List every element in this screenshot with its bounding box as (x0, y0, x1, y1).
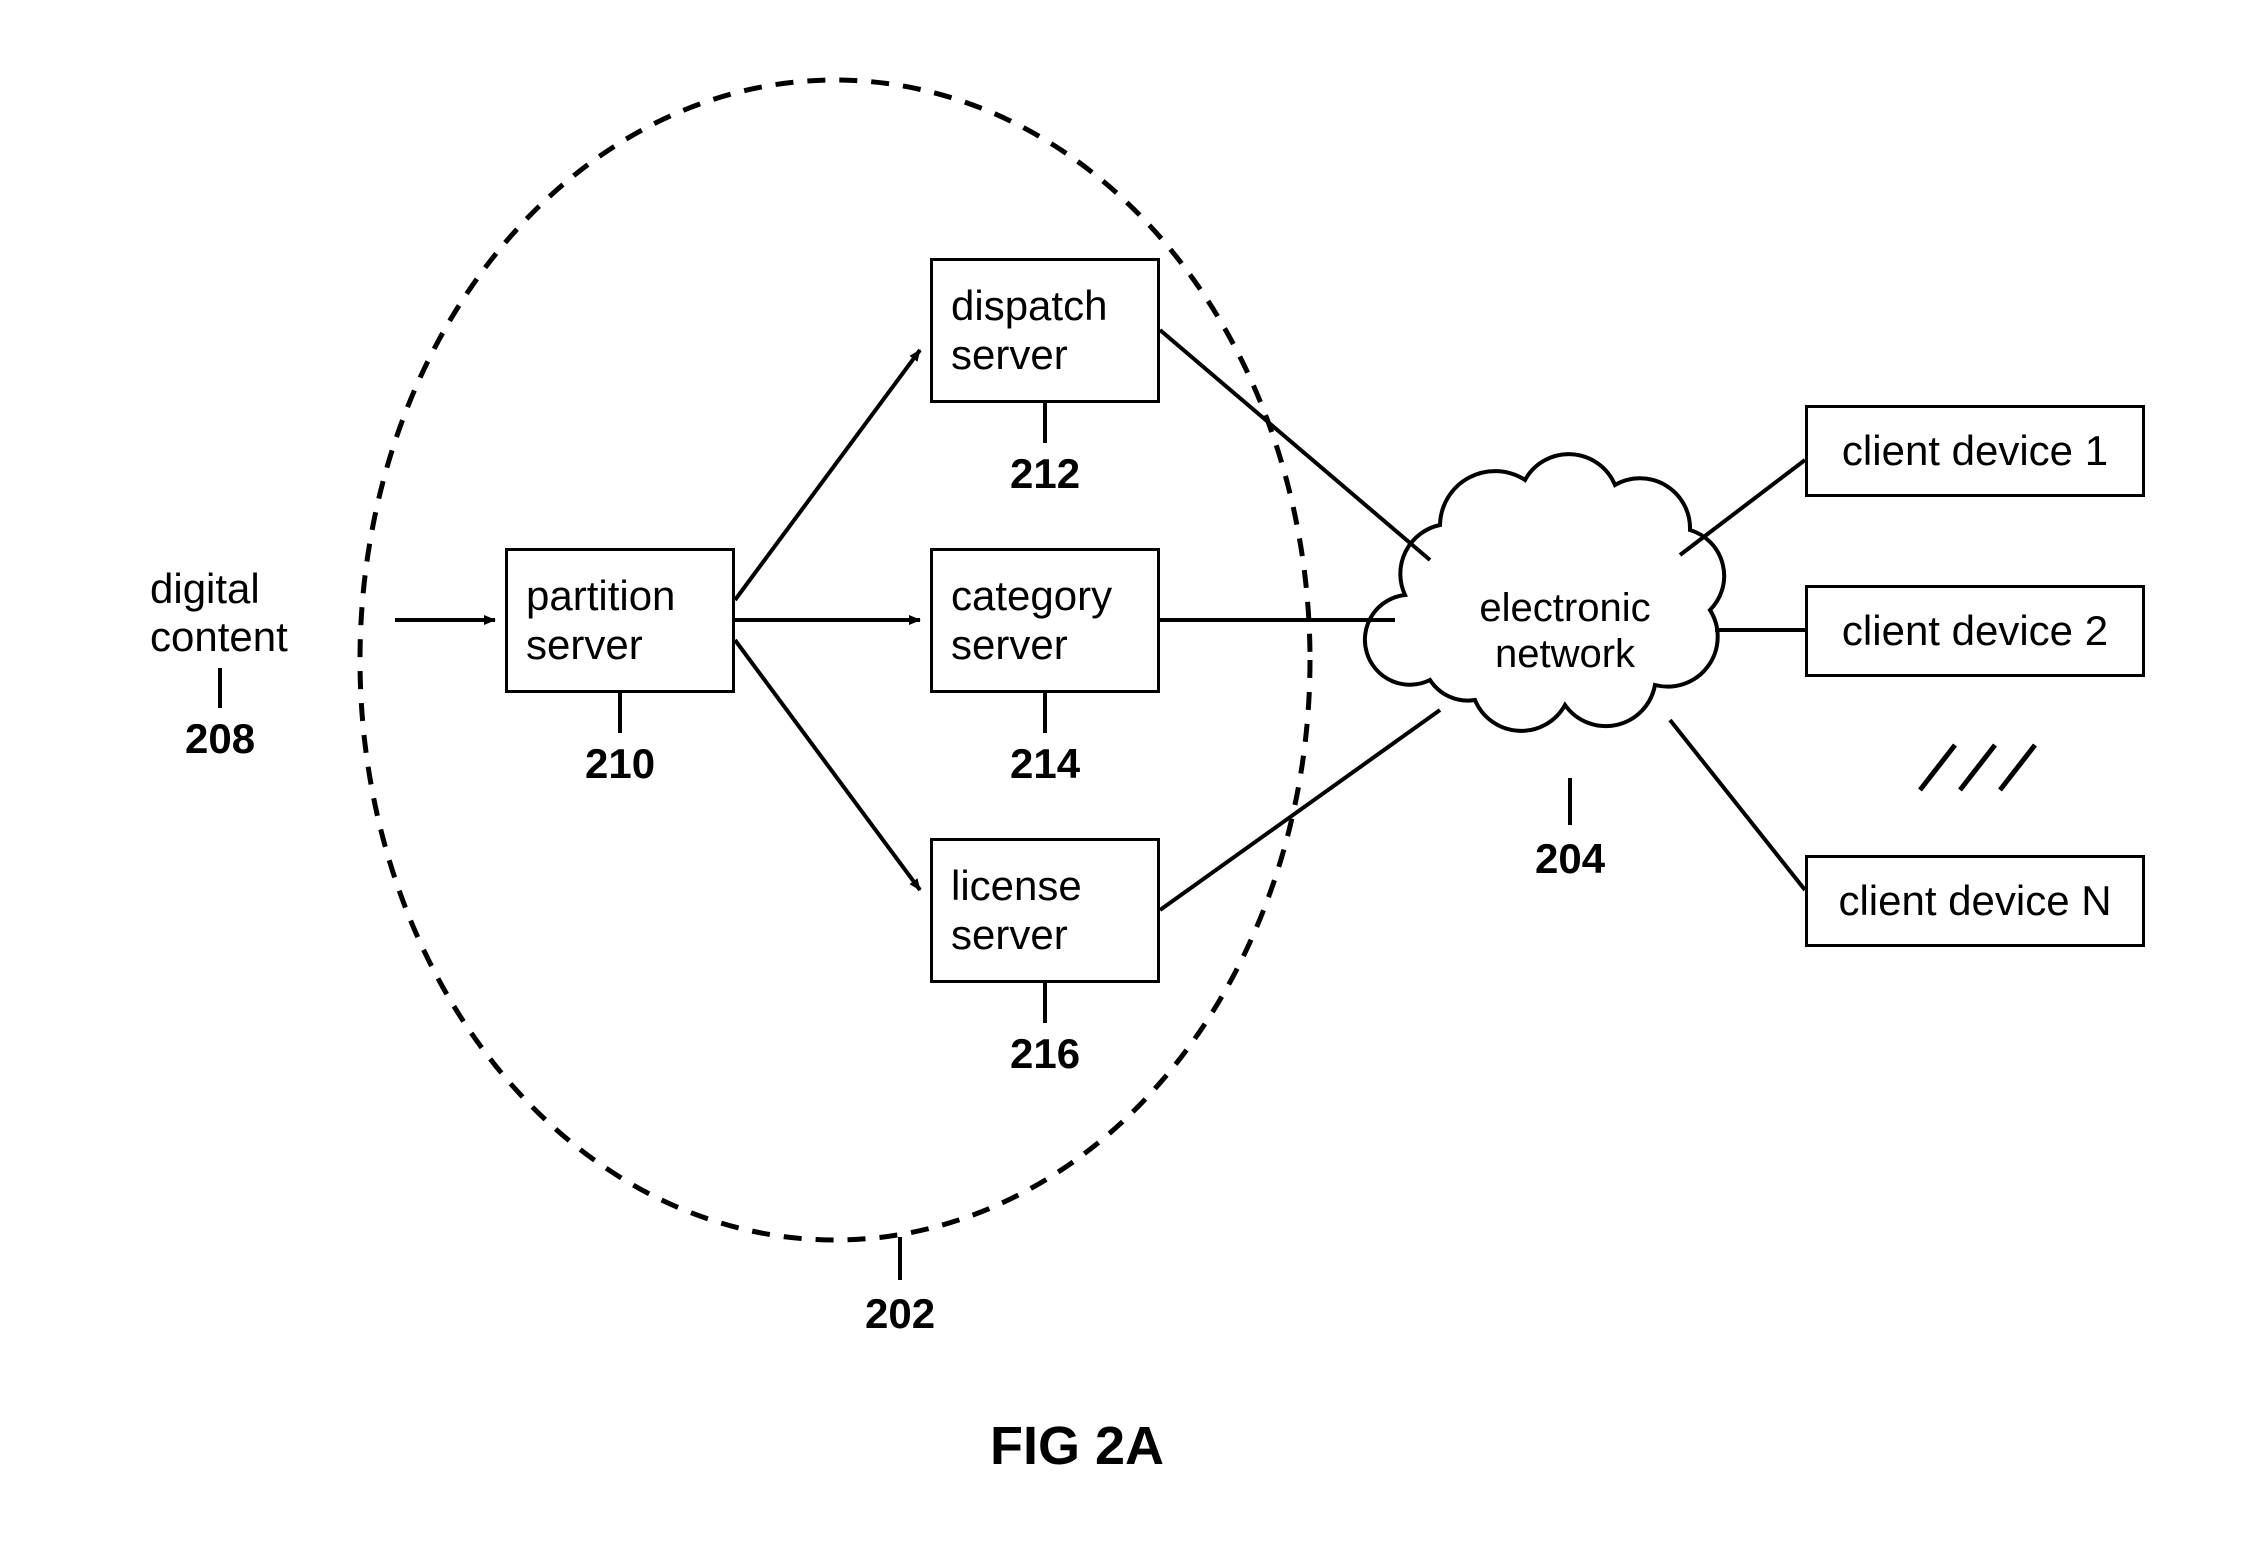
node-client-device-2: client device 2 (1805, 585, 2145, 677)
ref-202: 202 (865, 1290, 935, 1338)
node-label-line: server (951, 621, 1068, 668)
input-label-line1: digital (150, 565, 260, 612)
cloud-label-line2: network (1495, 632, 1635, 676)
edge-license-cloud (1160, 710, 1440, 910)
edge-cloud-client1 (1680, 460, 1805, 555)
node-label-line: dispatch (951, 282, 1107, 329)
server-group-ellipse (360, 80, 1310, 1240)
node-label: client device 2 (1842, 607, 2108, 655)
ellipsis-mark (1920, 745, 1955, 790)
node-label-line: server (951, 331, 1068, 378)
node-label-line: server (951, 911, 1068, 958)
edge-cloud-clientN (1670, 720, 1805, 890)
node-label-line: server (526, 621, 643, 668)
ref-212: 212 (1010, 450, 1080, 498)
ref-214: 214 (1010, 740, 1080, 788)
node-client-device-1: client device 1 (1805, 405, 2145, 497)
input-label-line2: content (150, 613, 288, 660)
ellipsis-mark (2000, 745, 2035, 790)
cloud-label: electronic network (1470, 585, 1660, 677)
ref-204: 204 (1535, 835, 1605, 883)
ref-208: 208 (185, 715, 255, 763)
node-dispatch-server: dispatch server (930, 258, 1160, 403)
node-label-line: partition (526, 572, 675, 619)
diagram-svg (0, 0, 2252, 1557)
node-label: client device 1 (1842, 427, 2108, 475)
diagram-canvas: digital content partition server dispatc… (0, 0, 2252, 1557)
ellipsis-mark (1960, 745, 1995, 790)
node-label: client device N (1838, 877, 2111, 925)
cloud-label-line1: electronic (1479, 586, 1650, 630)
node-category-server: category server (930, 548, 1160, 693)
node-client-device-n: client device N (1805, 855, 2145, 947)
edge-partition-dispatch (735, 350, 920, 600)
edge-partition-license (735, 640, 920, 890)
node-label-line: category (951, 572, 1112, 619)
input-label: digital content (150, 565, 288, 662)
node-label-line: license (951, 862, 1082, 909)
node-partition-server: partition server (505, 548, 735, 693)
ref-216: 216 (1010, 1030, 1080, 1078)
figure-title: FIG 2A (990, 1415, 1164, 1477)
ref-210: 210 (585, 740, 655, 788)
node-license-server: license server (930, 838, 1160, 983)
edge-dispatch-cloud (1160, 330, 1430, 560)
